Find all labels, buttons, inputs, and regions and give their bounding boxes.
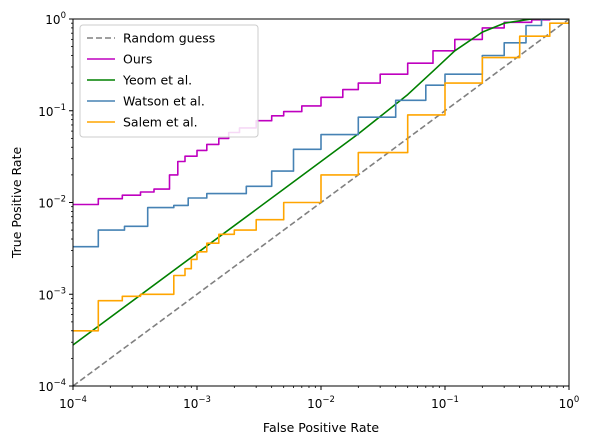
series-line-salem-et-al [73, 19, 569, 332]
tick-layer: 10−4 10−3 10−2 10−1 100 10−4 10−3 10−2 10−1 100 [38, 11, 579, 411]
legend-label-random-guess: Random guess [123, 31, 215, 46]
y-tick-label: 10−3 [38, 286, 66, 302]
y-tick-label: 10−1 [38, 103, 66, 119]
series-line-watson-et-al [73, 19, 569, 248]
x-tick-label: 10−4 [59, 395, 87, 411]
x-tick-label: 10−3 [183, 395, 211, 411]
x-tick-label: 100 [559, 395, 580, 411]
y-tick-label: 100 [45, 11, 66, 27]
series-layer [73, 19, 569, 386]
legend: Random guess Ours Yeom et al. Watson et al.… [79, 24, 259, 138]
y-tick-label: 10−2 [38, 195, 66, 211]
y-tick-label: 10−4 [38, 378, 66, 394]
legend-label-yeom-et-al: Yeom et al. [122, 73, 192, 88]
legend-box [79, 24, 259, 138]
x-tick-label: 10−1 [431, 395, 459, 411]
series-line-yeom-et-al [73, 19, 569, 346]
x-tick-label: 10−2 [307, 395, 335, 411]
legend-label-watson-et-al: Watson et al. [123, 94, 205, 109]
legend-label-salem-et-al: Salem et al. [123, 115, 198, 130]
y-axis-label: True Positive Rate [9, 147, 24, 260]
x-axis-label: False Positive Rate [263, 420, 379, 435]
series-line-ours [73, 19, 569, 206]
legend-label-ours: Ours [123, 52, 152, 67]
